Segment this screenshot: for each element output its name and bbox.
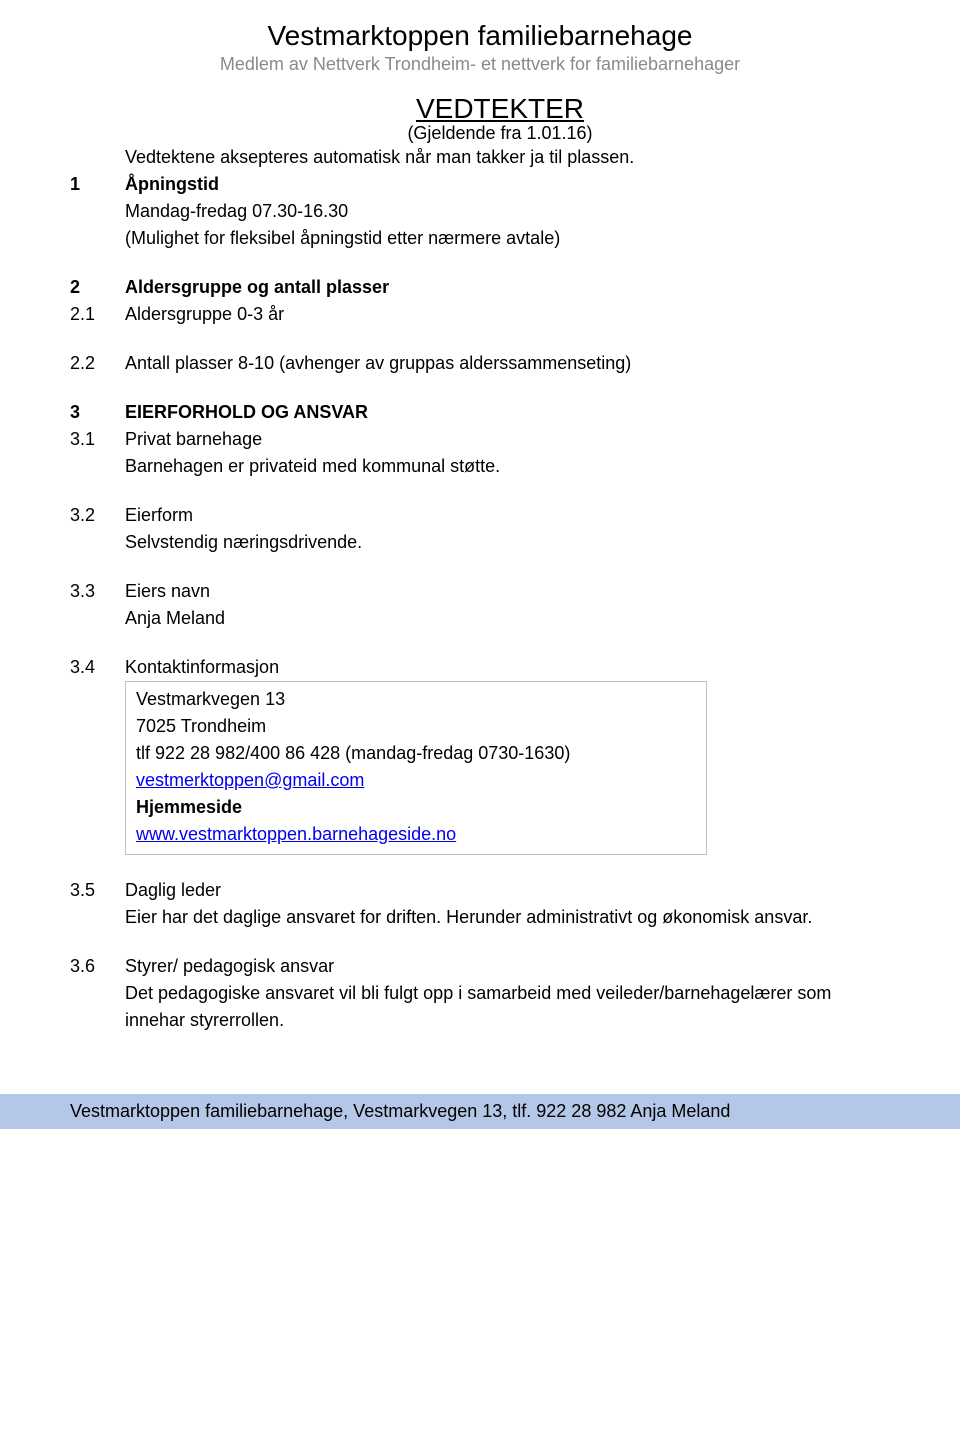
org-title: Vestmarktoppen familiebarnehage — [70, 20, 890, 52]
section-3-3-num: 3.3 — [70, 578, 125, 605]
intro-text: Vedtektene aksepteres automatisk når man… — [125, 144, 890, 171]
effective-from: (Gjeldende fra 1.01.16) — [110, 123, 890, 144]
section-3-3-body: Anja Meland — [125, 605, 890, 632]
section-1-num: 1 — [70, 171, 125, 198]
section-3-3-title: Eiers navn — [125, 578, 210, 605]
section-3-2-num: 3.2 — [70, 502, 125, 529]
section-3-title: EIERFORHOLD OG ANSVAR — [125, 399, 368, 426]
section-1-title: Åpningstid — [125, 171, 219, 198]
section-3-1-title: Privat barnehage — [125, 426, 262, 453]
section-2-1-text: Aldersgruppe 0-3 år — [125, 301, 284, 328]
section-1-line-2: (Mulighet for fleksibel åpningstid etter… — [125, 225, 890, 252]
section-2-2-num: 2.2 — [70, 350, 125, 377]
section-3-5-body: Eier har det daglige ansvaret for drifte… — [125, 904, 890, 931]
section-3-num: 3 — [70, 399, 125, 426]
section-2-1-num: 2.1 — [70, 301, 125, 328]
section-2-2-text: Antall plasser 8-10 (avhenger av gruppas… — [125, 350, 631, 377]
section-3-5-num: 3.5 — [70, 877, 125, 904]
section-1-line-1: Mandag-fredag 07.30-16.30 — [125, 198, 890, 225]
contact-phone: tlf 922 28 982/400 86 428 (mandag-fredag… — [136, 740, 696, 767]
contact-addr2: 7025 Trondheim — [136, 713, 696, 740]
section-2-num: 2 — [70, 274, 125, 301]
doc-heading: VEDTEKTER — [110, 93, 890, 125]
page: Vestmarktoppen familiebarnehage Medlem a… — [0, 0, 960, 1034]
section-2-title: Aldersgruppe og antall plasser — [125, 274, 389, 301]
section-3-6-body: Det pedagogiske ansvaret vil bli fulgt o… — [125, 980, 890, 1034]
contact-box: Vestmarkvegen 13 7025 Trondheim tlf 922 … — [125, 681, 707, 855]
contact-www-link[interactable]: www.vestmarktoppen.barnehageside.no — [136, 824, 456, 844]
section-3-2-title: Eierform — [125, 502, 193, 529]
section-3-5-title: Daglig leder — [125, 877, 221, 904]
section-3-4-num: 3.4 — [70, 654, 125, 681]
contact-email-link[interactable]: vestmerktoppen@gmail.com — [136, 770, 364, 790]
contact-addr1: Vestmarkvegen 13 — [136, 686, 696, 713]
section-3-6-num: 3.6 — [70, 953, 125, 980]
page-footer: Vestmarktoppen familiebarnehage, Vestmar… — [0, 1094, 960, 1129]
section-3-2-body: Selvstendig næringsdrivende. — [125, 529, 890, 556]
org-subtitle: Medlem av Nettverk Trondheim- et nettver… — [70, 54, 890, 75]
section-3-1-body: Barnehagen er privateid med kommunal stø… — [125, 453, 890, 480]
contact-homepage-label: Hjemmeside — [136, 794, 696, 821]
section-3-6-title: Styrer/ pedagogisk ansvar — [125, 953, 334, 980]
section-3-1-num: 3.1 — [70, 426, 125, 453]
section-3-4-title: Kontaktinformasjon — [125, 654, 279, 681]
